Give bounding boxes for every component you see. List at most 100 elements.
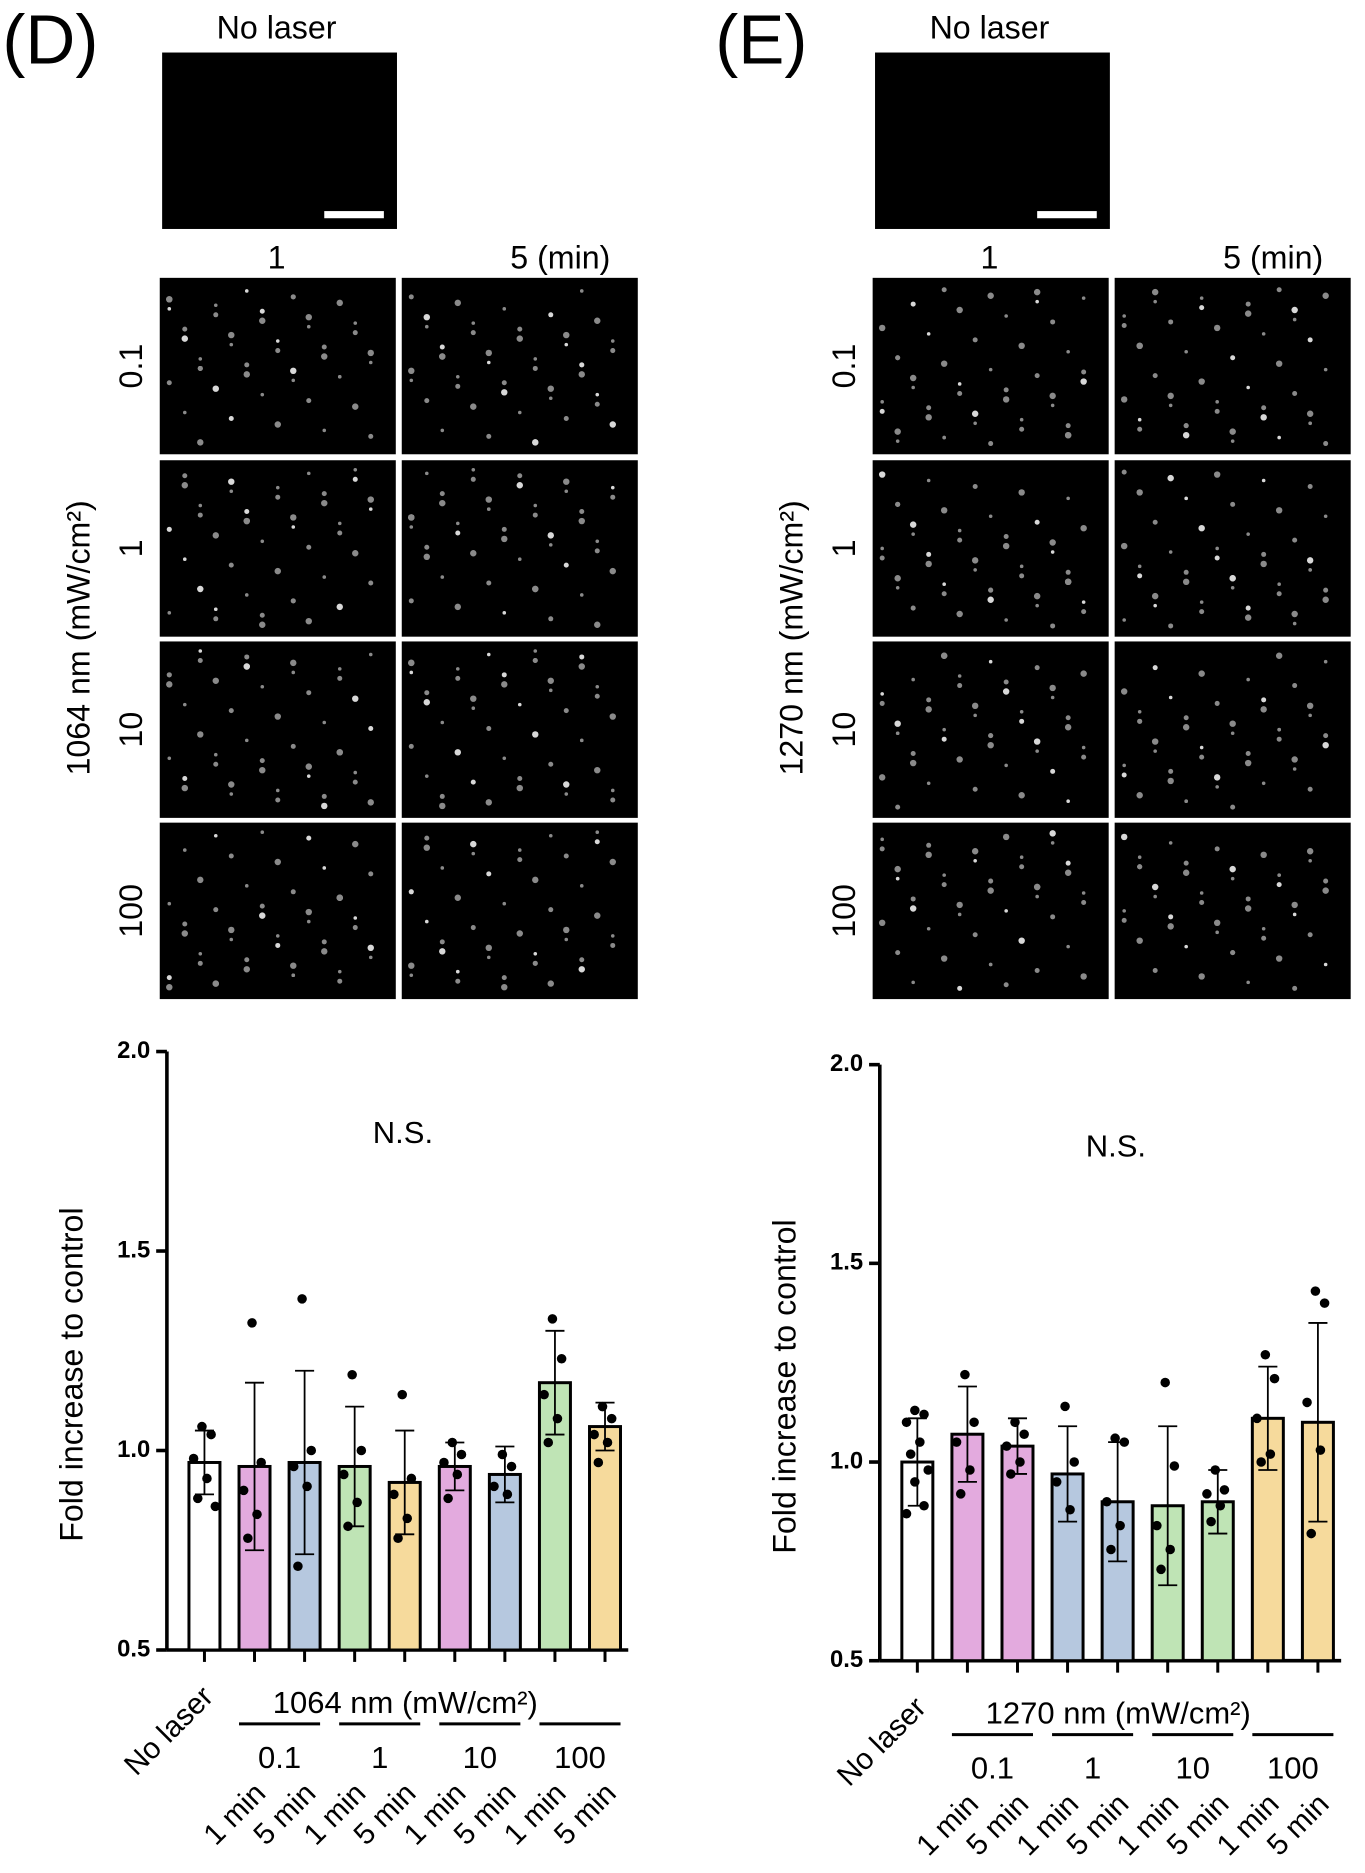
data-point <box>1252 1413 1262 1424</box>
cell <box>1291 610 1298 618</box>
cell <box>1081 369 1087 375</box>
cell <box>228 708 234 714</box>
cell <box>290 598 296 604</box>
cell <box>971 557 979 564</box>
data-point <box>302 1481 312 1492</box>
cell <box>1245 751 1251 757</box>
micrograph <box>1114 460 1351 637</box>
cell <box>895 586 900 590</box>
cell <box>987 741 994 749</box>
cell <box>486 725 492 731</box>
cell <box>517 857 523 863</box>
cell <box>260 539 265 544</box>
cell <box>609 858 616 866</box>
cell <box>971 410 979 417</box>
cell <box>1306 848 1314 855</box>
cell <box>470 476 476 482</box>
micrograph <box>159 460 396 637</box>
cell <box>956 756 963 763</box>
cell <box>1137 426 1143 432</box>
cell <box>532 585 539 593</box>
cell <box>198 649 203 653</box>
cell <box>321 344 327 350</box>
data-point <box>1156 1564 1166 1575</box>
cell <box>1213 774 1221 781</box>
cell <box>367 496 374 503</box>
cell <box>1261 332 1266 336</box>
cell <box>1168 695 1173 700</box>
cell <box>1019 718 1025 724</box>
cell <box>213 312 219 318</box>
cell <box>1137 718 1143 724</box>
cell <box>1246 385 1250 390</box>
cell <box>424 690 430 696</box>
cell <box>957 912 962 917</box>
cell <box>1003 534 1009 540</box>
cell <box>532 876 539 884</box>
cell <box>894 575 901 582</box>
cell <box>1019 426 1025 432</box>
cell <box>879 555 885 561</box>
cell <box>1004 314 1008 318</box>
cell <box>594 401 600 407</box>
cell <box>306 544 312 550</box>
cell <box>1323 733 1329 739</box>
cell <box>243 663 250 670</box>
cell <box>408 889 414 895</box>
cell <box>1199 296 1204 300</box>
data-point <box>252 1509 262 1520</box>
cell <box>1033 883 1041 891</box>
cell <box>1019 564 1024 569</box>
cell <box>1018 342 1025 350</box>
cell <box>1275 507 1283 514</box>
cell <box>213 303 218 308</box>
data-point <box>1165 1544 1175 1555</box>
micrograph <box>872 641 1109 818</box>
cell <box>260 830 265 834</box>
cell <box>1230 804 1236 810</box>
cell <box>941 591 947 597</box>
cell <box>336 894 343 901</box>
cell <box>548 761 554 767</box>
data-point <box>1010 1417 1020 1428</box>
cell <box>337 978 343 984</box>
annotation: N.S. <box>373 1115 433 1150</box>
cell <box>579 738 584 743</box>
cell <box>1275 955 1283 962</box>
cell <box>1182 431 1190 439</box>
cell <box>212 677 219 685</box>
cell <box>212 532 219 539</box>
cell <box>439 948 446 955</box>
cell <box>942 727 946 732</box>
cell <box>1120 542 1128 550</box>
cell <box>578 371 585 378</box>
cell <box>563 708 569 714</box>
cell <box>880 546 884 551</box>
cell <box>1198 973 1205 980</box>
cell <box>455 521 460 526</box>
micrograph-title: No laser <box>217 9 337 45</box>
cell <box>532 658 538 664</box>
cell <box>228 331 235 339</box>
cell <box>1035 299 1039 304</box>
cell <box>1066 944 1070 949</box>
cell <box>533 357 538 361</box>
cell <box>1230 731 1235 736</box>
cell <box>408 743 414 749</box>
cell <box>1003 387 1009 393</box>
scale-bar <box>1037 211 1097 219</box>
cell <box>1230 586 1235 590</box>
data-point <box>489 1481 499 1492</box>
cell <box>439 793 445 799</box>
cell <box>1261 405 1267 411</box>
cell <box>275 788 280 793</box>
cell <box>321 939 327 945</box>
cell <box>336 299 343 307</box>
cell <box>548 616 554 622</box>
cell <box>337 521 342 526</box>
data-point <box>1019 1429 1029 1439</box>
data-point <box>965 1465 975 1475</box>
cell <box>274 421 281 428</box>
cell <box>440 720 445 725</box>
cell <box>895 804 901 810</box>
